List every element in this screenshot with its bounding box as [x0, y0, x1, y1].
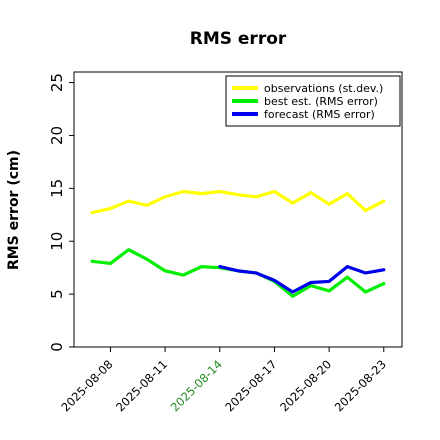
forecast-line	[218, 265, 386, 294]
x-tick-label: 2025-08-17	[222, 357, 279, 414]
legend-label-forecast: forecast (RMS error)	[264, 108, 375, 121]
y-tick-label: 20	[48, 126, 66, 145]
y-tick-label: 0	[48, 342, 66, 352]
y-tick-label: 25	[48, 73, 66, 92]
plot-frame	[73, 71, 403, 348]
legend-label-best-est: best est. (RMS error)	[264, 95, 378, 108]
y-axis-label: RMS error (cm)	[6, 150, 22, 270]
x-tick-label: 2025-08-20	[277, 357, 334, 414]
series-layer	[90, 189, 386, 298]
legend: observations (st.dev.) best est. (RMS er…	[225, 75, 401, 127]
legend-label-observations: observations (st.dev.)	[264, 82, 383, 95]
chart-title: RMS error	[190, 29, 287, 49]
x-tick-label: 2025-08-23	[332, 357, 389, 414]
x-axis: 2025-08-082025-08-112025-08-142025-08-17…	[58, 347, 389, 414]
y-tick-label: 15	[48, 179, 66, 198]
x-tick-label: 2025-08-08	[58, 357, 115, 414]
x-tick-label: 2025-08-11	[113, 357, 170, 414]
y-axis: 0 5 10 15 20 25	[48, 73, 74, 352]
x-tick-label: 2025-08-14	[168, 357, 225, 414]
y-tick-label: 10	[48, 232, 66, 251]
y-tick-label: 5	[48, 289, 66, 299]
